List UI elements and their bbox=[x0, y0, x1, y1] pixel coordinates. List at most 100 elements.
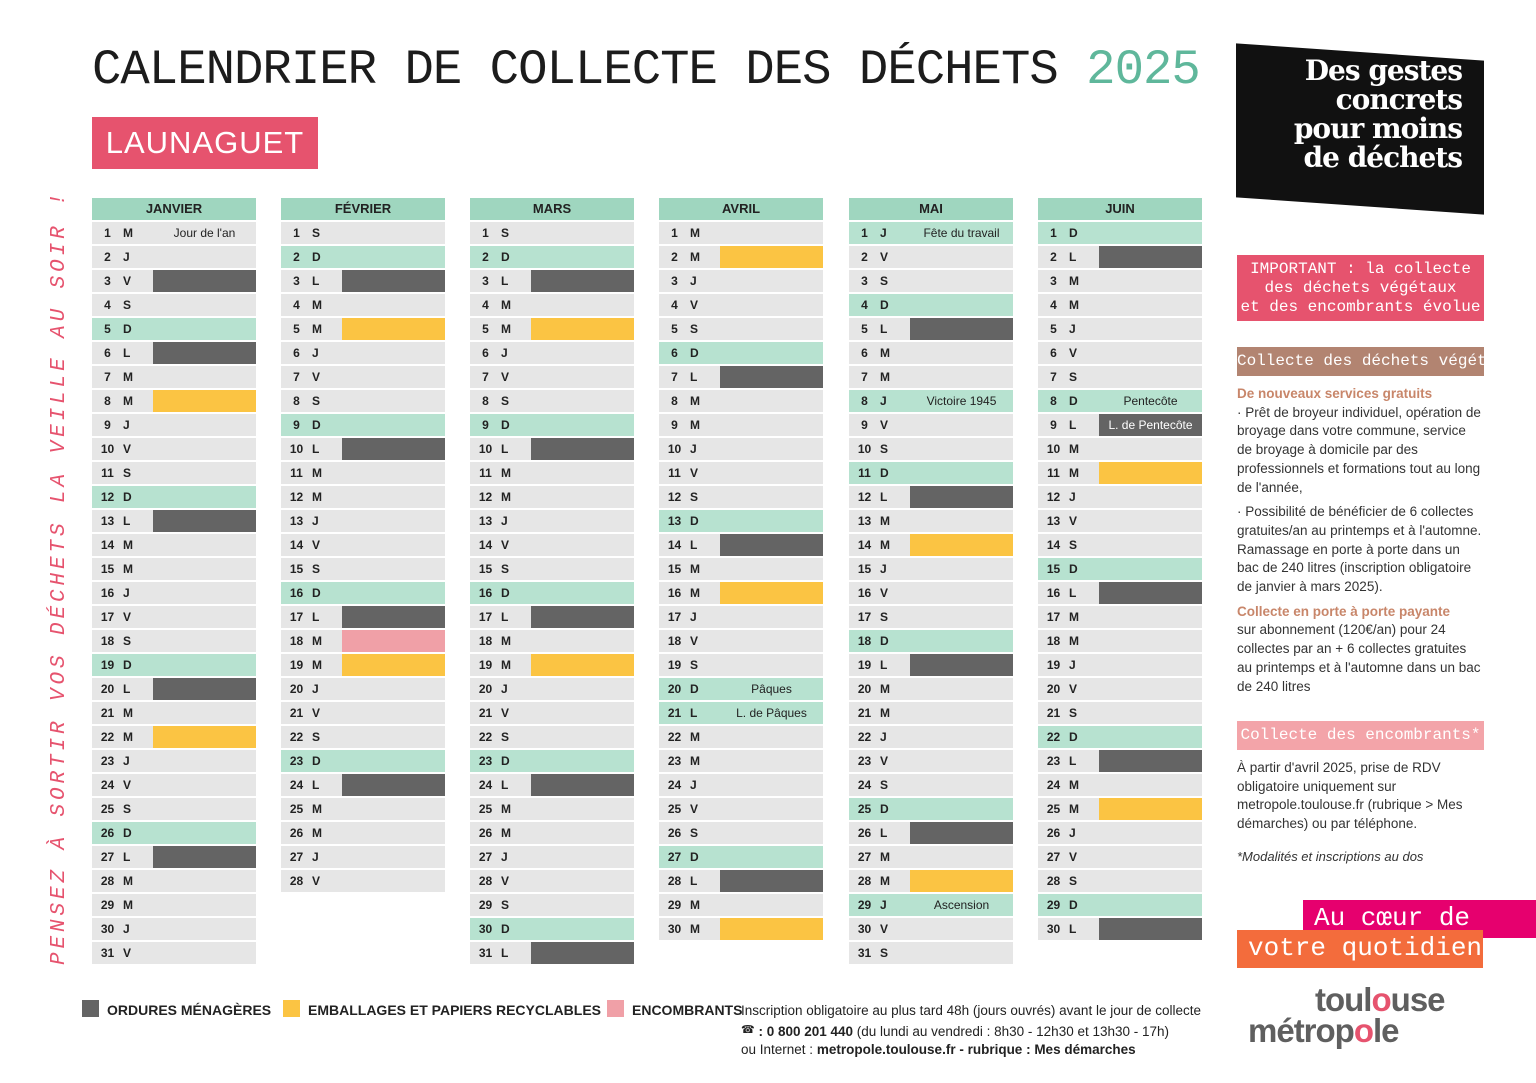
weekday-letter: S bbox=[501, 222, 531, 244]
day-number: 10 bbox=[849, 438, 880, 460]
day-note bbox=[910, 606, 1013, 628]
day-row: 21 V bbox=[470, 702, 634, 726]
weekday-letter: M bbox=[312, 798, 342, 820]
weekday-letter: M bbox=[312, 630, 342, 652]
day-number: 23 bbox=[659, 750, 690, 772]
weekday-letter: S bbox=[312, 222, 342, 244]
vegetaux-paragraph: sur abonnement (120€/an) pour 24 collect… bbox=[1237, 622, 1481, 694]
day-row: 17 M bbox=[1038, 606, 1202, 630]
weekday-letter: V bbox=[123, 774, 153, 796]
weekday-letter: M bbox=[312, 822, 342, 844]
day-number: 29 bbox=[849, 894, 880, 916]
day-row: 14 V bbox=[281, 534, 445, 558]
collect-ordures bbox=[531, 270, 634, 292]
day-number: 28 bbox=[470, 870, 501, 892]
tagline-line-2: votre quotidien bbox=[1248, 933, 1483, 963]
day-row: 23 L bbox=[1038, 750, 1202, 774]
day-note: Fête du travail bbox=[910, 222, 1013, 244]
day-number: 3 bbox=[92, 270, 123, 292]
weekday-letter: S bbox=[1069, 534, 1099, 556]
day-note bbox=[153, 558, 256, 580]
day-number: 20 bbox=[1038, 678, 1069, 700]
day-number: 24 bbox=[281, 774, 312, 796]
day-note bbox=[342, 726, 445, 748]
day-number: 28 bbox=[281, 870, 312, 892]
weekday-letter: V bbox=[1069, 510, 1099, 532]
day-number: 6 bbox=[659, 342, 690, 364]
weekday-letter: J bbox=[123, 918, 153, 940]
day-row: 31 V bbox=[92, 942, 256, 966]
weekday-letter: J bbox=[880, 390, 910, 412]
weekday-letter: J bbox=[501, 846, 531, 868]
weekday-letter: M bbox=[501, 486, 531, 508]
slogan-logo: Des gestes concrets pour moins de déchet… bbox=[1232, 54, 1463, 172]
slogan-line: Des gestes bbox=[1304, 54, 1463, 87]
weekday-letter: J bbox=[690, 438, 720, 460]
legend-swatch bbox=[607, 1000, 624, 1017]
weekday-letter: M bbox=[880, 702, 910, 724]
weekday-letter: M bbox=[123, 390, 153, 412]
collect-ordures bbox=[910, 318, 1013, 340]
weekday-letter: L bbox=[880, 486, 910, 508]
reminder-vertical-text: PENSEZ À SORTIR VOS DÉCHETS LA VEILLE AU… bbox=[48, 189, 71, 965]
day-number: 22 bbox=[659, 726, 690, 748]
collect-encombrants bbox=[342, 630, 445, 652]
collect-ordures bbox=[342, 774, 445, 796]
day-row: 21 M bbox=[849, 702, 1013, 726]
day-note bbox=[910, 342, 1013, 364]
day-row: 15 S bbox=[470, 558, 634, 582]
day-number: 24 bbox=[470, 774, 501, 796]
weekday-letter: M bbox=[1069, 462, 1099, 484]
weekday-letter: M bbox=[1069, 438, 1099, 460]
day-number: 15 bbox=[849, 558, 880, 580]
weekday-letter: V bbox=[880, 414, 910, 436]
collect-ordures bbox=[531, 942, 634, 964]
day-number: 30 bbox=[659, 918, 690, 940]
footnote: *Modalités et inscriptions au dos bbox=[1237, 849, 1424, 864]
day-note bbox=[720, 222, 823, 244]
internet-link[interactable]: metropole.toulouse.fr - rubrique : Mes d… bbox=[816, 1042, 1136, 1057]
day-number: 26 bbox=[470, 822, 501, 844]
day-row: 30 M bbox=[659, 918, 823, 942]
weekday-letter: L bbox=[1069, 918, 1099, 940]
slogan-line: concrets bbox=[1335, 83, 1463, 116]
collect-ordures bbox=[1099, 750, 1202, 772]
collect-ordures bbox=[720, 534, 823, 556]
day-row: 14 S bbox=[1038, 534, 1202, 558]
collect-emballages bbox=[910, 870, 1013, 892]
weekday-letter: M bbox=[1069, 294, 1099, 316]
day-row: 13 J bbox=[281, 510, 445, 534]
day-row: 19 M bbox=[470, 654, 634, 678]
day-row: 27 J bbox=[281, 846, 445, 870]
weekday-letter: M bbox=[690, 246, 720, 268]
weekday-letter: L bbox=[1069, 582, 1099, 604]
day-note bbox=[910, 702, 1013, 724]
collect-emballages bbox=[720, 582, 823, 604]
weekday-letter: S bbox=[880, 942, 910, 964]
day-number: 17 bbox=[92, 606, 123, 628]
day-number: 19 bbox=[470, 654, 501, 676]
day-number: 30 bbox=[470, 918, 501, 940]
weekday-letter: M bbox=[690, 918, 720, 940]
weekday-letter: M bbox=[690, 726, 720, 748]
day-number: 17 bbox=[281, 606, 312, 628]
weekday-letter: L bbox=[501, 606, 531, 628]
weekday-letter: D bbox=[880, 630, 910, 652]
weekday-letter: S bbox=[312, 390, 342, 412]
day-note bbox=[1099, 606, 1202, 628]
weekday-letter: V bbox=[123, 606, 153, 628]
collect-ordures bbox=[153, 270, 256, 292]
day-note bbox=[910, 294, 1013, 316]
month-header: MARS bbox=[470, 198, 634, 222]
day-row: 11 M bbox=[1038, 462, 1202, 486]
month-column: JUIN 1 D 2 L 3 M 4 M 5 J 6 V 7 S 8 D Pentecôte 9 L L. de Pen… bbox=[1038, 198, 1202, 942]
day-row: 10 L bbox=[281, 438, 445, 462]
day-number: 4 bbox=[470, 294, 501, 316]
day-number: 7 bbox=[1038, 366, 1069, 388]
collect-ordures bbox=[342, 606, 445, 628]
day-row: 20 M bbox=[849, 678, 1013, 702]
